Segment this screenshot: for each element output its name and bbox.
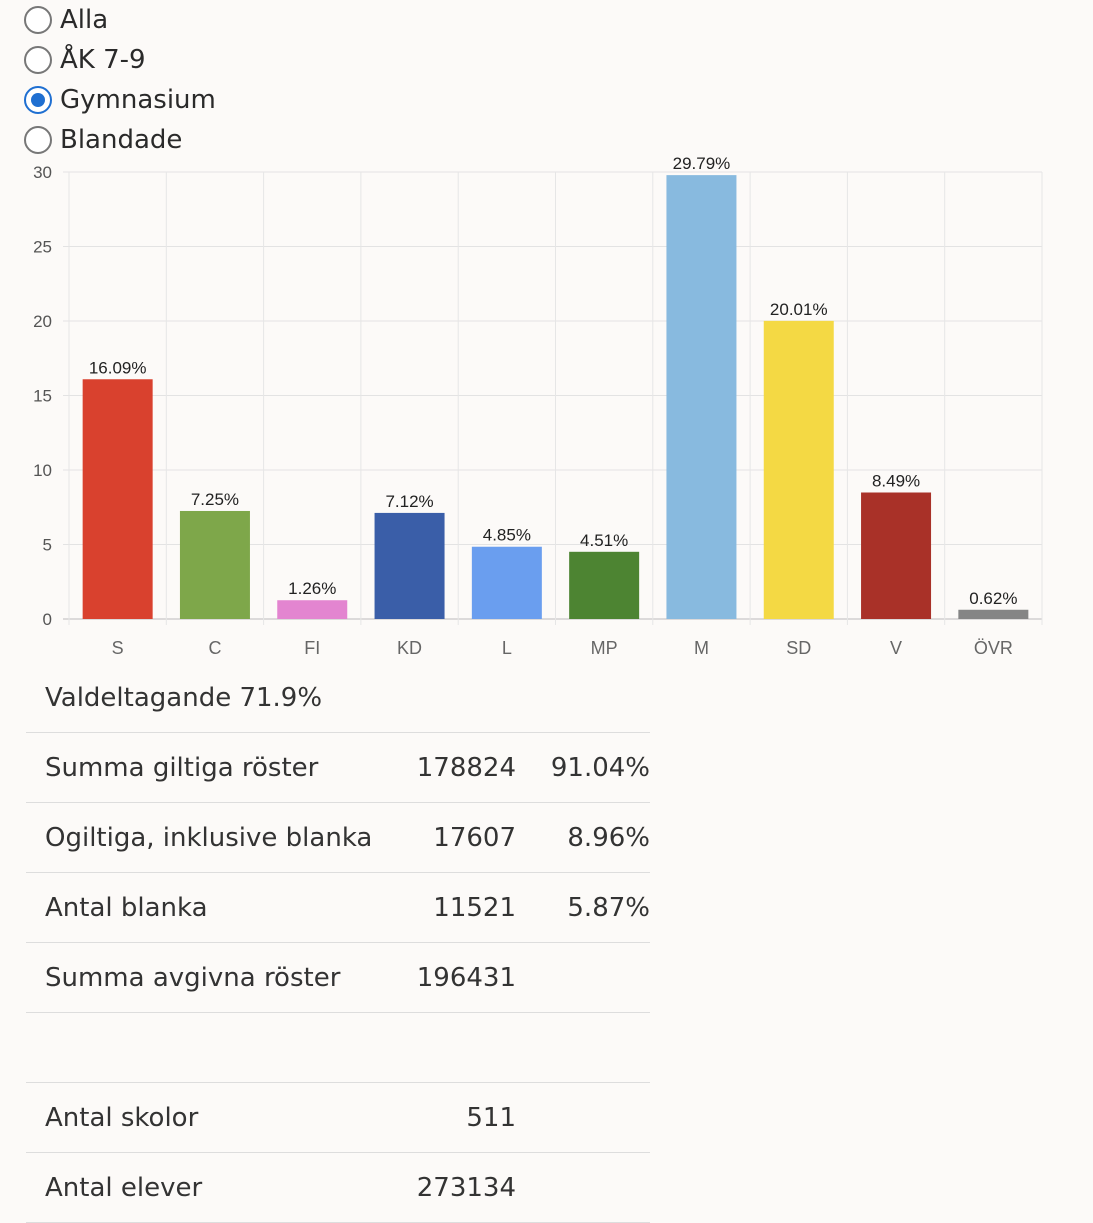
bar-value-label: 1.26% bbox=[288, 579, 336, 598]
y-tick-label: 20 bbox=[33, 312, 52, 331]
x-category-label: SD bbox=[786, 638, 811, 658]
bar-value-label: 0.62% bbox=[969, 589, 1017, 608]
x-category-label: KD bbox=[397, 638, 422, 658]
x-category-label: C bbox=[208, 638, 221, 658]
y-tick-label: 0 bbox=[43, 610, 52, 629]
bar-v bbox=[861, 492, 932, 619]
bar-value-label: 8.49% bbox=[872, 471, 920, 490]
stats-percent: 91.04% bbox=[550, 752, 650, 783]
stats-count: 196431 bbox=[416, 962, 516, 993]
stats-row-invalid: Ogiltiga, inklusive blanka 17607 8.96% bbox=[26, 803, 650, 873]
radio-ak-7-9[interactable]: ÅK 7-9 bbox=[24, 40, 216, 80]
bar-value-label: 20.01% bbox=[770, 300, 828, 319]
bar-value-label: 7.25% bbox=[191, 490, 239, 509]
radio-label: Gymnasium bbox=[60, 85, 216, 115]
radio-button-icon[interactable] bbox=[24, 126, 52, 154]
x-category-label: L bbox=[502, 638, 512, 658]
y-tick-label: 10 bbox=[33, 461, 52, 480]
radio-button-icon[interactable] bbox=[24, 6, 52, 34]
radio-gymnasium[interactable]: Gymnasium bbox=[24, 80, 216, 120]
stats-label: Antal skolor bbox=[45, 1102, 199, 1133]
x-category-label: V bbox=[890, 638, 902, 658]
bar-mp bbox=[569, 551, 640, 619]
radio-button-icon[interactable] bbox=[24, 46, 52, 74]
stats-count: 273134 bbox=[416, 1172, 516, 1203]
y-tick-label: 30 bbox=[33, 163, 52, 182]
x-category-label: M bbox=[694, 638, 709, 658]
radio-alla[interactable]: Alla bbox=[24, 0, 216, 40]
radio-label: ÅK 7-9 bbox=[60, 45, 146, 75]
bar-value-label: 29.79% bbox=[673, 154, 731, 173]
stats-label: Summa giltiga röster bbox=[45, 752, 319, 783]
bar-value-label: 4.51% bbox=[580, 531, 628, 550]
turnout-row: Valdeltagande 71.9% bbox=[26, 664, 650, 733]
stats-label: Summa avgivna röster bbox=[45, 962, 341, 993]
bar-kd bbox=[374, 512, 445, 619]
bar-fi bbox=[277, 600, 348, 619]
stats-count: 511 bbox=[466, 1102, 516, 1133]
radio-label: Blandade bbox=[60, 125, 183, 155]
bar-l bbox=[471, 546, 542, 619]
radio-blandade[interactable]: Blandade bbox=[24, 120, 216, 160]
stats-percent: 8.96% bbox=[567, 822, 650, 853]
bar-value-label: 16.09% bbox=[89, 358, 147, 377]
bar-value-label: 4.85% bbox=[483, 526, 531, 545]
y-tick-label: 5 bbox=[43, 536, 52, 555]
y-tick-label: 15 bbox=[33, 387, 52, 406]
stats-row-valid: Summa giltiga röster 178824 91.04% bbox=[26, 733, 650, 803]
stats-label: Antal blanka bbox=[45, 892, 208, 923]
bar-value-label: 7.12% bbox=[385, 492, 433, 511]
radio-label: Alla bbox=[60, 5, 109, 35]
radio-button-selected-icon[interactable] bbox=[24, 86, 52, 114]
stats-count: 178824 bbox=[416, 752, 516, 783]
x-category-label: ÖVR bbox=[974, 638, 1013, 658]
stats-row-blank: Antal blanka 11521 5.87% bbox=[26, 873, 650, 943]
stats-row-students: Antal elever 273134 bbox=[26, 1153, 650, 1223]
stats-count: 11521 bbox=[433, 892, 516, 923]
bar-övr bbox=[958, 609, 1029, 619]
party-results-bar-chart: 0 5 10 15 20 25 30 16.09% S 7.25% C 1.26% FI 7.12% KD 4… bbox=[33, 154, 1043, 658]
filter-radio-group: Alla ÅK 7-9 Gymnasium Blandade bbox=[24, 0, 216, 160]
stats-count: 17607 bbox=[433, 822, 516, 853]
x-category-label: S bbox=[112, 638, 124, 658]
bar-s bbox=[82, 379, 153, 619]
stats-label: Ogiltiga, inklusive blanka bbox=[45, 822, 373, 853]
stats-row-total: Summa avgivna röster 196431 bbox=[26, 943, 650, 1013]
x-category-label: FI bbox=[304, 638, 320, 658]
y-tick-label: 25 bbox=[33, 238, 52, 257]
stats-label: Antal elever bbox=[45, 1172, 203, 1203]
stats-percent: 5.87% bbox=[567, 892, 650, 923]
bar-m bbox=[666, 175, 737, 619]
stats-spacer-row bbox=[26, 1013, 650, 1083]
turnout-label: Valdeltagande 71.9% bbox=[45, 683, 323, 713]
election-stats-table: Valdeltagande 71.9% Summa giltiga röster… bbox=[26, 664, 650, 1223]
x-category-label: MP bbox=[591, 638, 618, 658]
bar-sd bbox=[763, 320, 834, 619]
stats-row-schools: Antal skolor 511 bbox=[26, 1083, 650, 1153]
bar-c bbox=[179, 510, 250, 619]
